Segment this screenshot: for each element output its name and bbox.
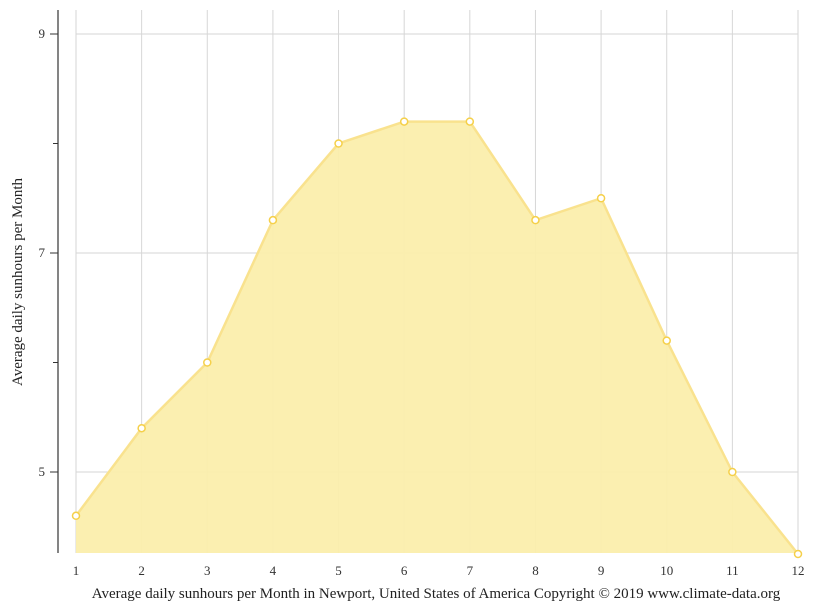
sunhours-line	[74, 120, 799, 555]
data-point-month-9[interactable]	[596, 194, 606, 203]
y-axis-tick-labels: 9 7 5	[39, 26, 46, 479]
data-point-month-2[interactable]	[137, 423, 146, 433]
x-tick-label-6: 6	[401, 563, 408, 578]
x-axis-tick-labels: 1 2 3 4 5 6 7 8 9 10 11 12	[73, 563, 805, 578]
x-tick-label-11: 11	[726, 563, 739, 578]
x-tick-label-12: 12	[792, 563, 805, 578]
y-tick-label-9: 9	[39, 26, 46, 41]
x-tick-label-9: 9	[598, 563, 605, 578]
sunhours-area-fill	[76, 121, 798, 554]
x-tick-label-7: 7	[467, 563, 474, 578]
x-tick-label-1: 1	[73, 563, 80, 578]
data-point-markers	[71, 117, 803, 559]
data-point-month-4[interactable]	[268, 215, 278, 225]
data-point-month-6[interactable]	[399, 117, 409, 126]
x-tick-label-4: 4	[270, 563, 277, 578]
data-point-month-11[interactable]	[728, 467, 737, 477]
x-tick-label-8: 8	[532, 563, 539, 578]
data-point-month-7[interactable]	[465, 117, 475, 126]
y-tick-label-7: 7	[39, 245, 46, 260]
data-point-month-5[interactable]	[334, 139, 343, 148]
y-tick-label-5: 5	[39, 464, 46, 479]
x-tick-label-3: 3	[204, 563, 211, 578]
x-tick-label-5: 5	[335, 563, 342, 578]
x-axis-title: Average daily sunhours per Month in Newp…	[92, 586, 781, 602]
data-point-month-10[interactable]	[662, 336, 671, 345]
y-axis	[50, 10, 59, 553]
data-point-month-12[interactable]	[793, 549, 803, 559]
x-tick-label-10: 10	[660, 563, 673, 578]
data-point-month-3[interactable]	[203, 358, 212, 367]
data-point-month-1[interactable]	[71, 511, 81, 521]
data-point-month-8[interactable]	[531, 215, 540, 225]
x-tick-label-2: 2	[138, 563, 145, 578]
y-axis-title: Average daily sunhours per Month	[10, 178, 26, 387]
